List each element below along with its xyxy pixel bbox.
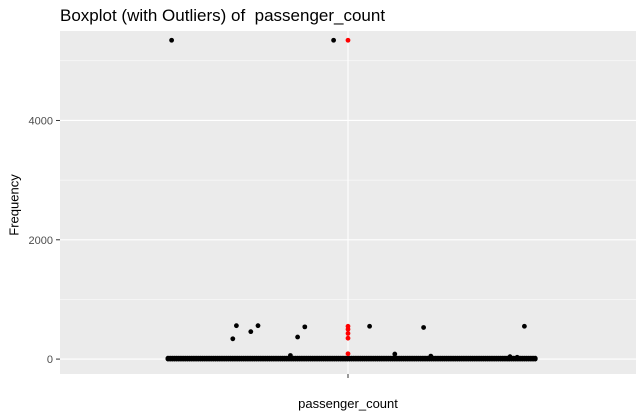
jitter-point [288, 353, 293, 358]
y-tick-label: 0 [47, 354, 53, 366]
jitter-point [248, 329, 254, 335]
jitter-point [169, 37, 175, 43]
jitter-point [421, 325, 426, 330]
chart-title: Boxplot (with Outliers) of passenger_cou… [60, 6, 386, 25]
jitter-point [230, 336, 236, 342]
jitter-point [331, 37, 336, 43]
outlier-point [345, 351, 351, 357]
jitter-point [532, 355, 538, 361]
jitter-point [514, 354, 520, 360]
jitter-point [302, 324, 308, 330]
jitter-point [255, 323, 261, 329]
jitter-point [367, 323, 372, 329]
jitter-point [507, 354, 513, 360]
jitter-point [295, 334, 300, 340]
outlier-point [345, 335, 351, 341]
y-tick-label: 4000 [29, 115, 53, 127]
jitter-point [428, 353, 434, 359]
jitter-point [522, 323, 527, 329]
jitter-point [392, 351, 398, 357]
outlier-point [345, 326, 351, 332]
y-tick-label: 2000 [29, 235, 53, 247]
jitter-point [234, 323, 239, 329]
outlier-point [345, 37, 351, 43]
outlier-point [345, 331, 351, 336]
x-axis-label: passenger_count [298, 396, 398, 411]
